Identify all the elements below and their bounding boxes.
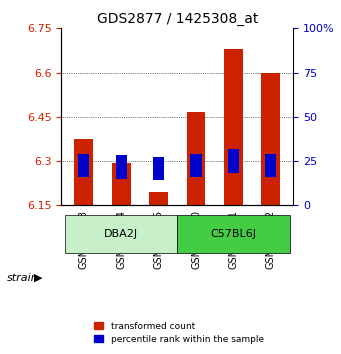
Bar: [149, 192, 168, 205]
Bar: [187, 113, 205, 205]
Bar: [112, 162, 131, 205]
FancyBboxPatch shape: [177, 215, 290, 253]
Bar: [265, 154, 277, 177]
Title: GDS2877 / 1425308_at: GDS2877 / 1425308_at: [97, 12, 258, 26]
Bar: [78, 154, 89, 177]
Bar: [262, 73, 280, 205]
Bar: [74, 139, 93, 205]
Bar: [116, 155, 127, 179]
Text: ▶: ▶: [34, 273, 43, 283]
Bar: [190, 154, 202, 177]
Legend: transformed count, percentile rank within the sample: transformed count, percentile rank withi…: [91, 318, 267, 348]
Text: DBA2J: DBA2J: [104, 229, 138, 239]
FancyBboxPatch shape: [65, 215, 177, 253]
Bar: [224, 49, 243, 205]
Text: C57BL6J: C57BL6J: [210, 229, 256, 239]
Text: strain: strain: [7, 273, 39, 283]
Bar: [153, 157, 164, 180]
Bar: [228, 149, 239, 173]
